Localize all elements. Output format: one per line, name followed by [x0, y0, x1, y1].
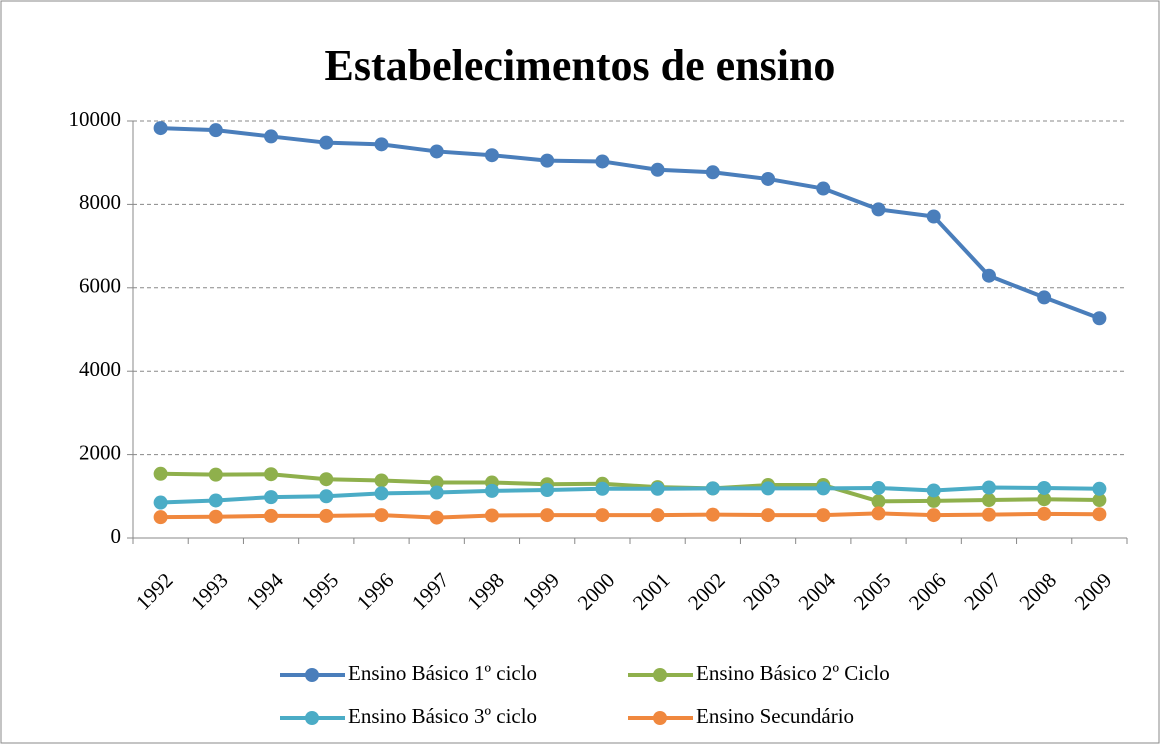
legend-label: Ensino Básico 2º Ciclo [696, 661, 890, 685]
data-point [208, 123, 223, 138]
legend-marker [653, 711, 667, 725]
data-point [705, 165, 720, 180]
data-point [153, 121, 168, 136]
legend-marker [305, 668, 319, 682]
data-point [540, 483, 555, 498]
legend-label: Ensino Secundário [696, 704, 854, 728]
data-point [374, 473, 389, 488]
data-point [484, 148, 499, 163]
data-point [816, 181, 831, 196]
data-point [484, 508, 499, 523]
data-point [761, 171, 776, 186]
data-point [926, 493, 941, 508]
data-point [705, 507, 720, 522]
data-point [540, 153, 555, 168]
data-point [871, 202, 886, 217]
data-point [595, 481, 610, 496]
y-tick-label: 0 [111, 524, 122, 548]
data-point [429, 475, 444, 490]
legend-marker [653, 668, 667, 682]
y-tick-label: 6000 [79, 274, 121, 298]
data-point [981, 507, 996, 522]
data-point [264, 508, 279, 523]
data-point [429, 144, 444, 159]
legend-label: Ensino Básico 3º ciclo [348, 704, 537, 728]
data-point [816, 481, 831, 496]
data-point [319, 489, 334, 504]
data-point [429, 485, 444, 500]
data-point [650, 481, 665, 496]
data-point [761, 508, 776, 523]
data-point [981, 480, 996, 495]
data-point [484, 483, 499, 498]
data-point [871, 480, 886, 495]
data-point [1037, 506, 1052, 521]
data-point [264, 129, 279, 144]
data-point [871, 506, 886, 521]
y-tick-label: 4000 [79, 357, 121, 381]
data-point [540, 508, 555, 523]
series-line [160, 126, 1101, 321]
data-point [1092, 311, 1107, 326]
data-point [153, 510, 168, 525]
data-point [650, 162, 665, 177]
data-point [429, 510, 444, 525]
data-point [926, 508, 941, 523]
data-point [926, 483, 941, 498]
data-point [926, 209, 941, 224]
data-point [319, 472, 334, 487]
data-point [208, 493, 223, 508]
series-line [160, 471, 1100, 504]
data-point [871, 494, 886, 509]
legend-marker [305, 711, 319, 725]
data-point [153, 495, 168, 510]
data-point [1092, 493, 1107, 508]
data-point [208, 467, 223, 482]
data-point [650, 508, 665, 523]
data-point [761, 481, 776, 496]
data-point [705, 481, 720, 496]
data-point [374, 508, 389, 523]
y-tick-label: 10000 [69, 107, 122, 131]
data-point [208, 509, 223, 524]
data-point [1037, 480, 1052, 495]
data-point [264, 467, 279, 482]
data-point [981, 268, 996, 283]
y-tick-label: 2000 [79, 440, 121, 464]
data-point [374, 137, 389, 152]
data-point [1037, 290, 1052, 305]
data-point [264, 490, 279, 505]
data-point [153, 466, 168, 481]
data-point [1092, 507, 1107, 522]
data-point [816, 508, 831, 523]
series-line [160, 485, 1100, 505]
y-tick-label: 8000 [79, 190, 121, 214]
data-point [595, 508, 610, 523]
data-point [981, 493, 996, 508]
data-point [595, 154, 610, 169]
data-point [1037, 492, 1052, 507]
data-point [319, 508, 334, 523]
series-line [160, 511, 1100, 520]
data-point [374, 486, 389, 501]
chart-title: Estabelecimentos de ensino [325, 41, 836, 90]
data-point [319, 135, 334, 150]
legend-label: Ensino Básico 1º ciclo [348, 661, 537, 685]
data-point [1092, 481, 1107, 496]
